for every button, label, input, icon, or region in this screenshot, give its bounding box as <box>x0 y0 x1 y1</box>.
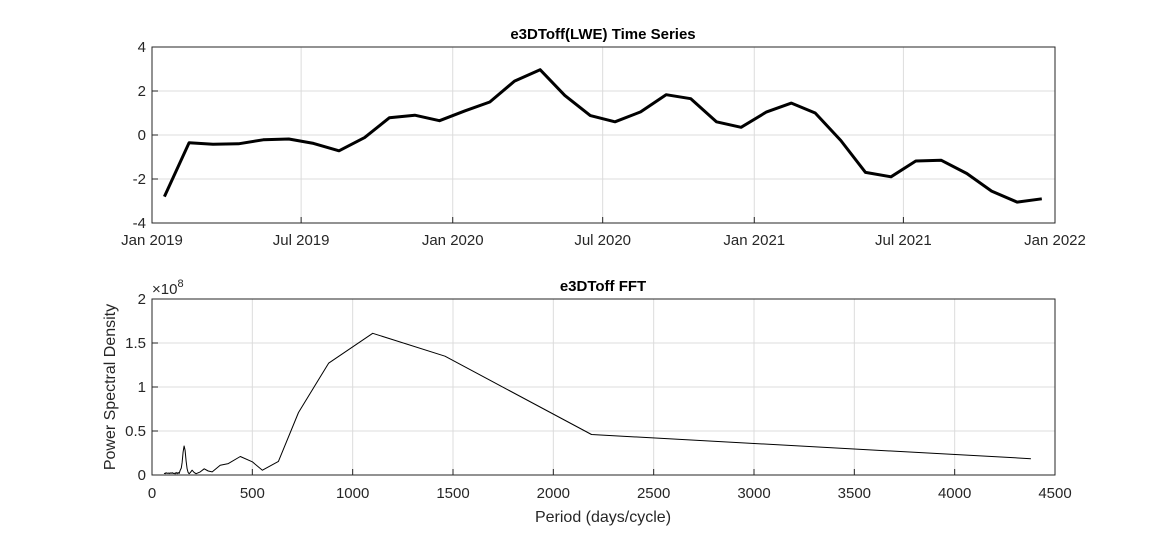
fft-series <box>163 332 1031 475</box>
time-series-x-tick-label: Jul 2020 <box>574 232 631 249</box>
fft-x-tick-label: 4000 <box>938 485 971 502</box>
time-series-panel: Jan 2019 Jul 2019 Jan 2020 Jul 2020 Jan 2021… <box>121 26 1086 249</box>
time-series-title: e3DToff(LWE) Time Series <box>510 26 695 43</box>
fft-x-tick-label: 2500 <box>637 485 670 502</box>
fft-x-axis-label: Period (days/cycle) <box>535 509 671 526</box>
fft-y-tick-label: 0.5 <box>125 423 146 440</box>
fft-line <box>163 332 1031 475</box>
fft-x-tick-label: 500 <box>240 485 265 502</box>
fft-ticks: 0 500 1000 1500 2000 2500 3000 3500 4000 4500 0 0.5… <box>125 291 1072 502</box>
fft-title: e3DToff FFT <box>560 278 646 295</box>
time-series-x-tick-label: Jul 2019 <box>273 232 330 249</box>
fft-x-tick-label: 3000 <box>737 485 770 502</box>
time-series-y-tick-label: 2 <box>138 83 146 100</box>
fft-y-tick-label: 2 <box>138 291 146 308</box>
time-series-series <box>163 68 1042 204</box>
time-series-grid <box>152 47 1055 223</box>
fft-y-axis-label: Power Spectral Density <box>102 304 119 470</box>
time-series-x-tick-label: Jan 2021 <box>723 232 785 249</box>
fft-y-exponent: ×108 <box>152 278 184 298</box>
time-series-y-tick-label: -4 <box>133 215 146 232</box>
time-series-y-tick-label: 4 <box>138 39 146 56</box>
fft-y-exponent-base: ×10 <box>152 281 177 298</box>
fft-panel: 0 500 1000 1500 2000 2500 3000 3500 4000 4500 0 0.5… <box>102 278 1072 526</box>
fft-y-tick-label: 1.5 <box>125 335 146 352</box>
fft-x-tick-label: 0 <box>148 485 156 502</box>
time-series-y-tick-label: -2 <box>133 171 146 188</box>
time-series-x-tick-label: Jan 2019 <box>121 232 183 249</box>
fft-x-tick-label: 1500 <box>436 485 469 502</box>
time-series-line <box>163 68 1042 204</box>
fft-x-tick-label: 3500 <box>838 485 871 502</box>
time-series-x-tick-label: Jan 2020 <box>422 232 484 249</box>
fft-x-tick-label: 2000 <box>537 485 570 502</box>
time-series-ticks: Jan 2019 Jul 2019 Jan 2020 Jul 2020 Jan 2021… <box>121 39 1086 249</box>
time-series-x-tick-label: Jul 2021 <box>875 232 932 249</box>
fft-y-exponent-power: 8 <box>177 278 183 290</box>
time-series-x-tick-label: Jan 2022 <box>1024 232 1086 249</box>
fft-grid <box>152 299 1055 475</box>
fft-x-tick-label: 1000 <box>336 485 369 502</box>
fft-y-tick-label: 1 <box>138 379 146 396</box>
time-series-y-tick-label: 0 <box>138 127 146 144</box>
fft-y-tick-label: 0 <box>138 467 146 484</box>
fft-x-tick-label: 4500 <box>1038 485 1071 502</box>
